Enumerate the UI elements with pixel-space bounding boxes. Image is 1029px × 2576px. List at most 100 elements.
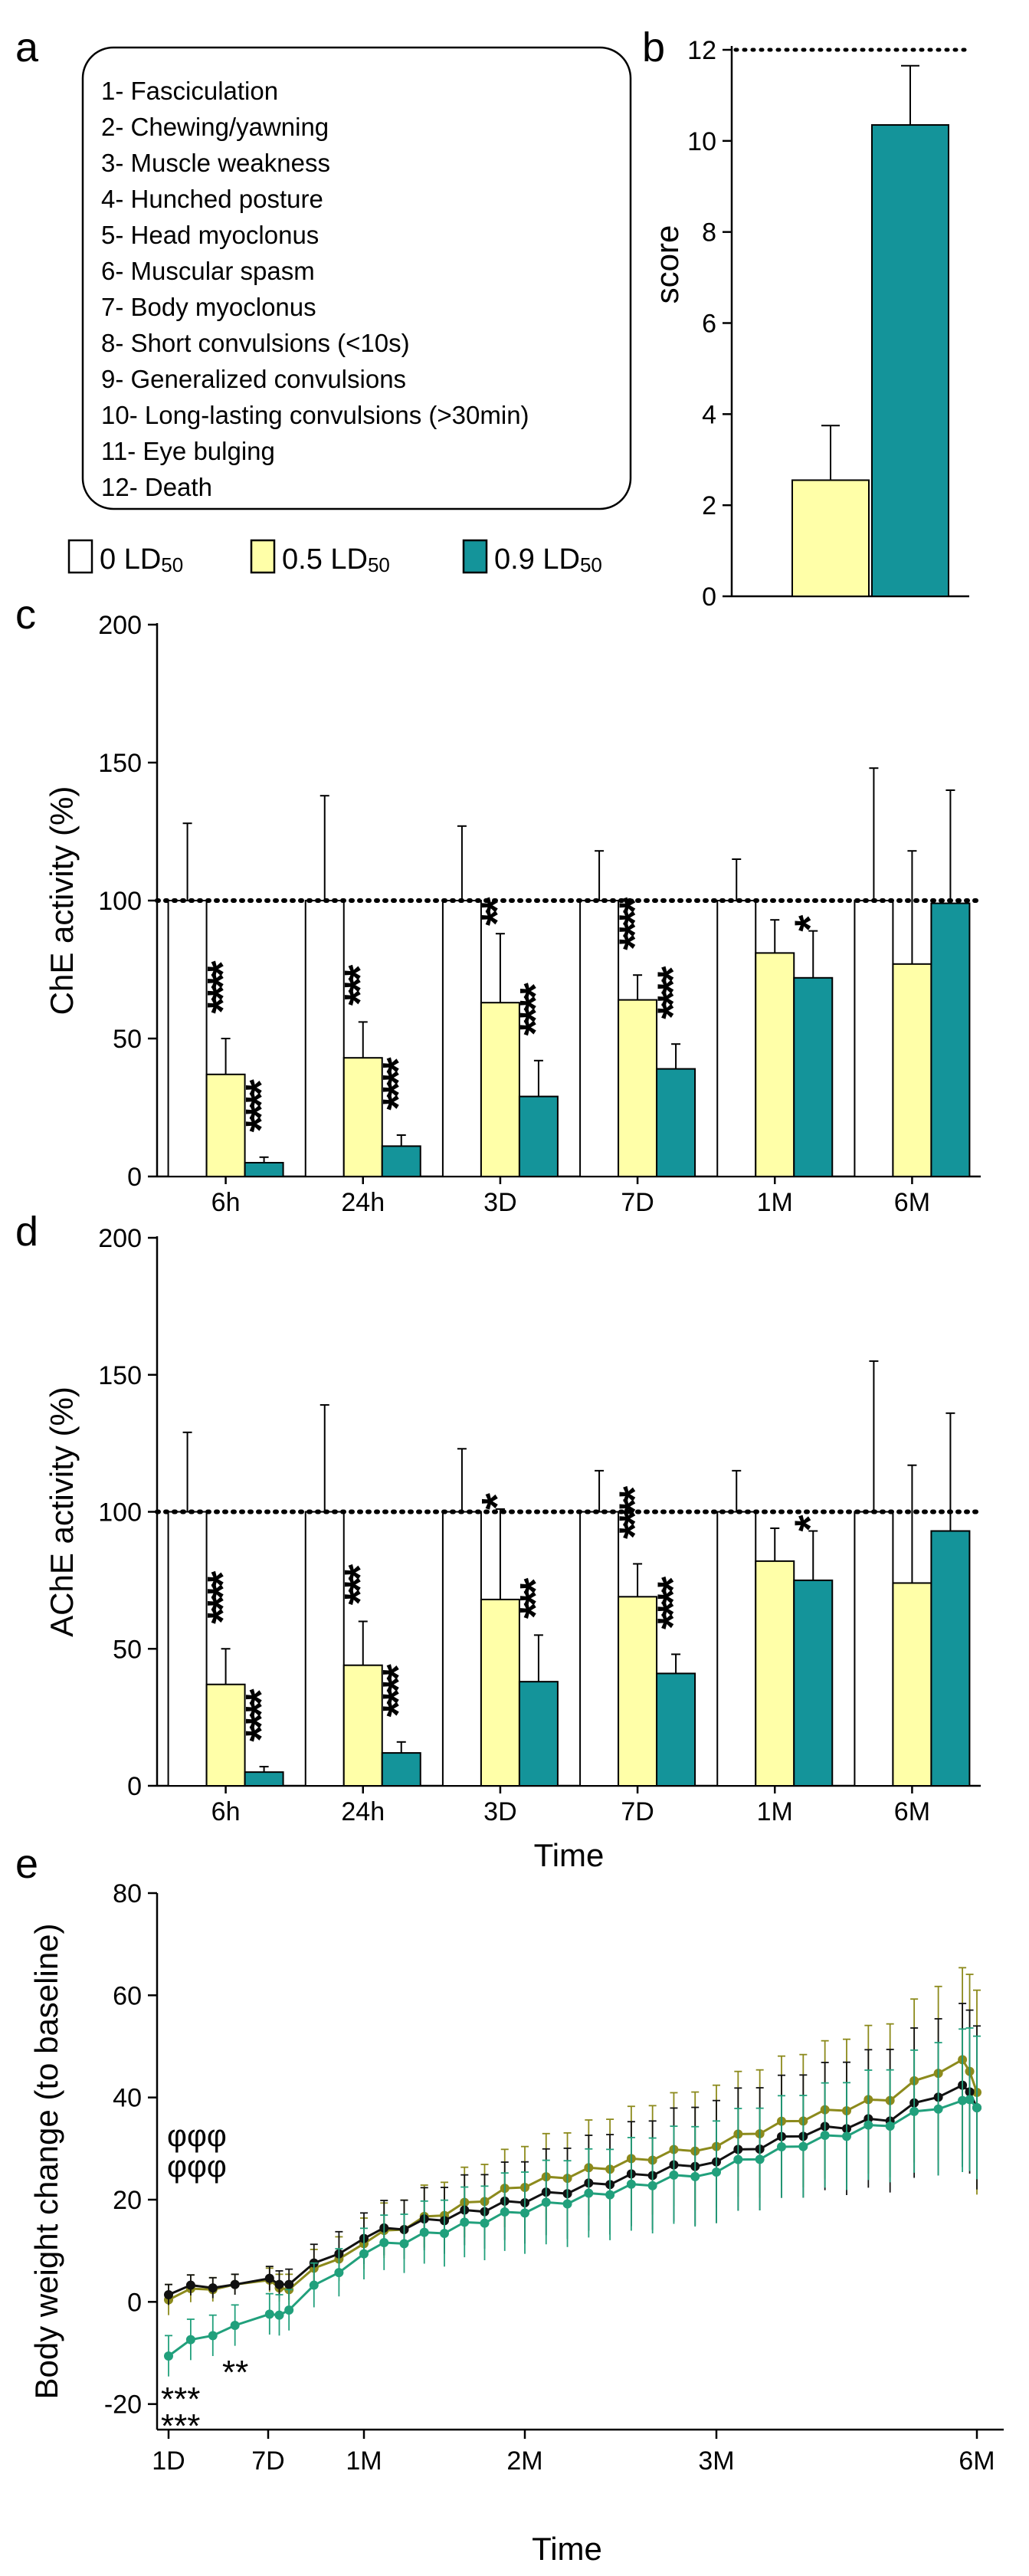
bar — [791, 479, 870, 597]
series-point — [965, 2095, 975, 2105]
chart-e-body-weight: -20 0 20 40 60 80 1D 7D 1M 2M 3M 6M Body weight chan… — [28, 1879, 1004, 2567]
significance-stars: * — [785, 1514, 834, 1531]
significance-stars: *** — [336, 965, 384, 1006]
series-line — [168, 2083, 978, 2296]
y-tick-label: 40 — [113, 2084, 142, 2113]
scale-item: 10- Long-lasting convulsions (>30min) — [101, 401, 529, 429]
bar — [167, 900, 208, 1177]
series-point — [419, 2227, 429, 2237]
series-point — [755, 2154, 765, 2164]
significance-stars: * — [785, 914, 834, 931]
bar — [244, 1771, 284, 1787]
series-point — [605, 2190, 615, 2200]
series-point — [359, 2249, 369, 2259]
y-axis-label: ChE activity (%) — [44, 786, 80, 1016]
bar — [518, 1095, 559, 1177]
legend-swatch-05 — [250, 539, 276, 574]
legend-label-0: 0 LD50 — [100, 543, 183, 576]
series-point — [264, 2309, 274, 2319]
scale-item: 1- Fasciculation — [101, 77, 278, 105]
y-tick-label: 0 — [702, 582, 716, 612]
significance-stars: **** — [610, 897, 658, 950]
series-point — [733, 2154, 743, 2164]
series-point — [284, 2305, 294, 2315]
bar — [167, 1511, 208, 1787]
y-tick-label: 8 — [702, 218, 716, 248]
x-tick-label: 3M — [698, 2446, 734, 2476]
y-tick-label: 100 — [98, 1498, 142, 1528]
significance-stars: *** — [511, 1577, 559, 1619]
y-axis-label: Body weight change (to baseline) — [28, 1923, 64, 2399]
scale-list-box — [81, 46, 632, 510]
bar — [930, 1530, 971, 1787]
x-tick-label: 6h — [211, 1797, 241, 1826]
y-tick-label: 4 — [702, 400, 716, 429]
bar — [854, 1511, 894, 1787]
y-tick-label: 10 — [687, 127, 716, 156]
bar — [871, 124, 949, 598]
series-point — [274, 2279, 284, 2289]
x-axis-label: Time — [532, 2531, 602, 2567]
bar — [793, 1579, 834, 1787]
scale-item: 8- Short convulsions (<10s) — [101, 329, 410, 357]
series-point — [164, 2290, 173, 2299]
series-point — [933, 2104, 943, 2114]
panel-label-d: d — [15, 1209, 38, 1255]
y-axis-label: score — [649, 225, 685, 304]
bar — [892, 1582, 932, 1787]
y-axis-label: AChE activity (%) — [44, 1386, 80, 1637]
y-tick-label: 0 — [127, 1163, 142, 1192]
bar — [579, 900, 620, 1177]
bar — [618, 1596, 658, 1787]
y-tick-label: 12 — [687, 36, 716, 65]
series-point — [500, 2207, 510, 2217]
x-tick-label: 6M — [894, 1797, 930, 1826]
x-tick-label: 7D — [621, 1188, 654, 1217]
significance-stars: **** — [610, 1486, 658, 1539]
significance-stars: **** — [374, 1664, 422, 1717]
x-tick-label: 7D — [621, 1797, 654, 1826]
series-point — [284, 2279, 294, 2289]
scale-item: 7- Body myoclonus — [101, 293, 316, 321]
x-tick-label: 24h — [341, 1188, 385, 1217]
series-point — [440, 2229, 449, 2238]
x-tick-label: 6M — [959, 2446, 995, 2476]
series-point — [972, 2103, 981, 2112]
series-point — [712, 2167, 721, 2177]
significance-stars: * — [473, 1493, 521, 1510]
panel-label-c: c — [15, 592, 36, 638]
significance-stars: **** — [236, 1079, 284, 1132]
x-tick-label: 3D — [483, 1188, 516, 1217]
significance-stars: **** — [648, 966, 696, 1019]
bar — [480, 1598, 520, 1787]
y-tick-label: 200 — [98, 611, 142, 640]
bar — [755, 1560, 795, 1787]
scale-item: 9- Generalized convulsions — [101, 365, 406, 393]
significance-stars: *** — [336, 1564, 384, 1606]
series-point — [820, 2131, 830, 2140]
scale-item: 12- Death — [101, 473, 212, 501]
y-tick-label: 6 — [702, 310, 716, 339]
y-tick-label: 80 — [113, 1879, 142, 1908]
chart-c-che-activity: 0 50 100 150 200 ChE activity (%) 6h 24h 3D 7D 1M 6… — [44, 611, 983, 1217]
chart-d-ache-activity: 0 50 100 150 200 AChE activity (%) Time 6h 24h 3D… — [44, 1224, 983, 1873]
series-point — [864, 2120, 873, 2130]
series-point — [777, 2142, 786, 2151]
series-point — [264, 2273, 274, 2283]
x-tick-label: 2M — [506, 2446, 542, 2476]
series-point — [584, 2188, 594, 2198]
series-point — [690, 2171, 700, 2181]
phi-annotation: φφφ — [167, 2150, 227, 2184]
x-tick-label: 3D — [483, 1797, 516, 1826]
y-tick-label: 50 — [113, 1025, 142, 1054]
series-point — [334, 2268, 344, 2278]
series-point — [480, 2218, 490, 2228]
bar — [755, 952, 795, 1178]
y-tick-label: 100 — [98, 887, 142, 916]
x-tick-label: 1D — [152, 2446, 185, 2476]
significance-stars: **** — [198, 1570, 246, 1623]
legend-label-09: 0.9 LD50 — [494, 543, 602, 576]
series-point — [842, 2131, 851, 2141]
y-tick-label: 0 — [127, 1772, 142, 1801]
series-point — [208, 2331, 218, 2341]
